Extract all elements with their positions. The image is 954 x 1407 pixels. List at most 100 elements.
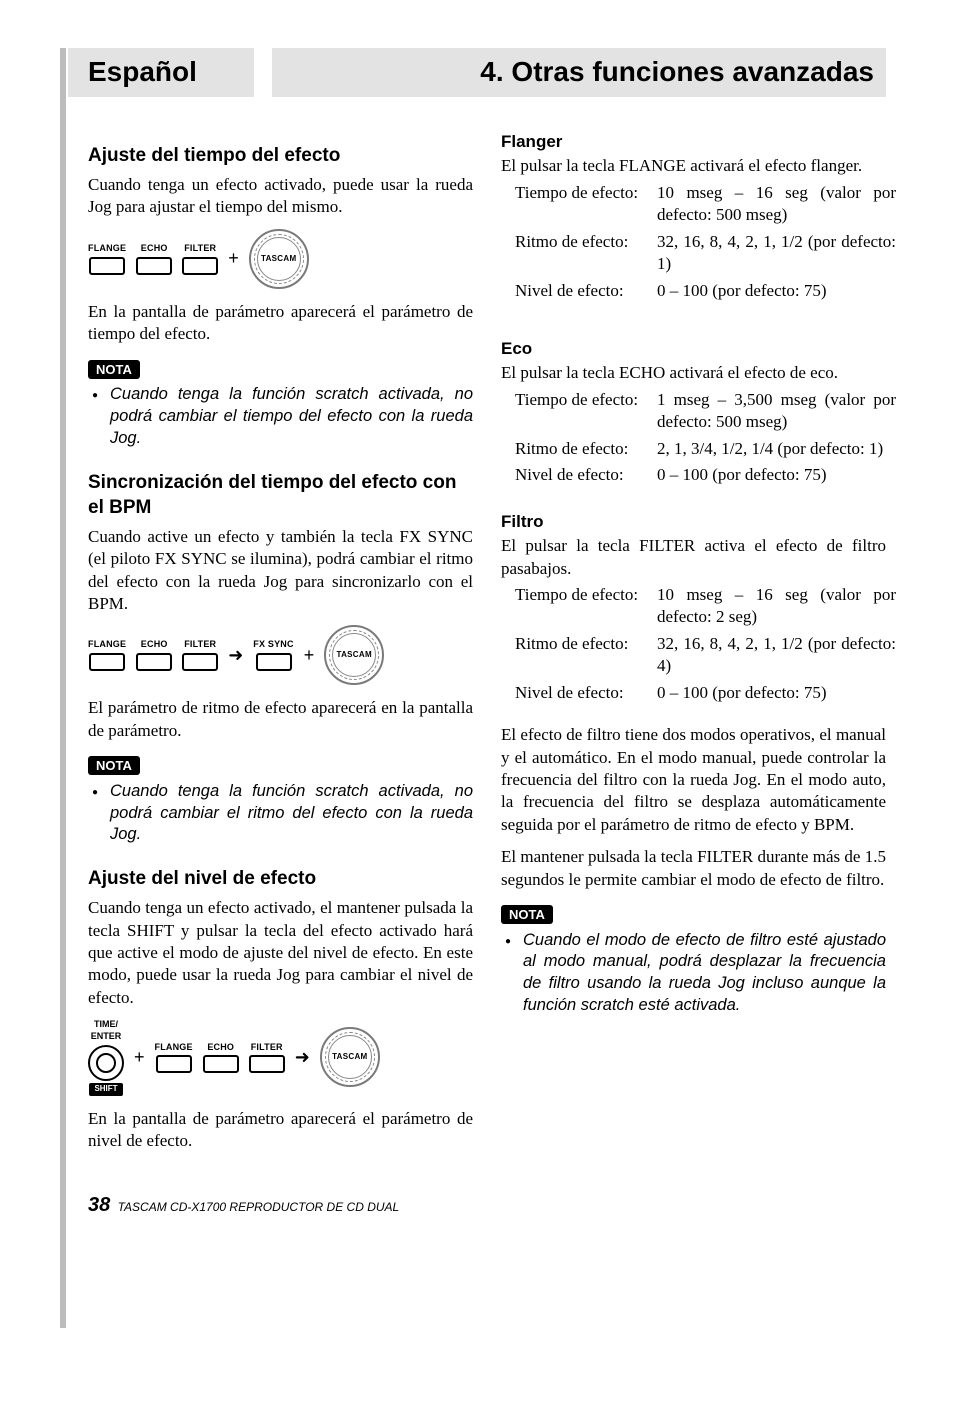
time-label-2: ENTER xyxy=(91,1031,122,1043)
sec2-para2: El parámetro de ritmo de efecto aparecer… xyxy=(88,697,473,742)
eco-table: Tiempo de efecto: 1 mseg – 3,500 mseg (v… xyxy=(513,387,898,491)
echo-label: ECHO xyxy=(207,1042,234,1054)
kv-key: Ritmo de efecto: xyxy=(515,633,655,680)
table-row: Tiempo de efecto: 1 mseg – 3,500 mseg (v… xyxy=(515,389,896,436)
echo-button: ECHO xyxy=(136,243,172,275)
button-icon xyxy=(136,257,172,275)
left-margin-bar xyxy=(60,48,66,1328)
kv-value: 1 mseg – 3,500 mseg (valor por defecto: … xyxy=(657,389,896,436)
kv-value: 0 – 100 (por defecto: 75) xyxy=(657,280,896,304)
flanger-para: El pulsar la tecla FLANGE activará el ef… xyxy=(501,155,886,177)
table-row: Tiempo de efecto: 10 mseg – 16 seg (valo… xyxy=(515,182,896,229)
flange-label: FLANGE xyxy=(88,639,126,651)
button-icon xyxy=(249,1055,285,1073)
page-header: Español 4. Otras funciones avanzadas xyxy=(88,48,886,97)
sec1-note-list: Cuando tenga la función scratch activada… xyxy=(88,384,473,449)
filtro-para3: El mantener pulsada la tecla FILTER dura… xyxy=(501,846,886,891)
jog-ticks xyxy=(329,630,379,680)
filter-label: FILTER xyxy=(251,1042,283,1054)
table-row: Tiempo de efecto: 10 mseg – 16 seg (valo… xyxy=(515,584,896,631)
table-row: Ritmo de efecto: 32, 16, 8, 4, 2, 1, 1/2… xyxy=(515,231,896,278)
sec1-title: Ajuste del tiempo del efecto xyxy=(88,143,473,168)
kv-value: 32, 16, 8, 4, 2, 1, 1/2 (por defecto: 4) xyxy=(657,633,896,680)
sec3-para1: Cuando tenga un efecto activado, el mant… xyxy=(88,897,473,1009)
flange-button: FLANGE xyxy=(88,243,126,275)
filtro-note1: Cuando el modo de efecto de filtro esté … xyxy=(523,930,886,1017)
header-section-title: 4. Otras funciones avanzadas xyxy=(272,48,886,97)
filtro-table: Tiempo de efecto: 10 mseg – 16 seg (valo… xyxy=(513,582,898,708)
nota-badge: NOTA xyxy=(88,360,140,379)
kv-key: Nivel de efecto: xyxy=(515,682,655,706)
kv-value: 0 – 100 (por defecto: 75) xyxy=(657,682,896,706)
kv-key: Tiempo de efecto: xyxy=(515,584,655,631)
flange-button: FLANGE xyxy=(88,639,126,671)
filtro-title: Filtro xyxy=(501,511,886,533)
knob-outer-icon xyxy=(88,1045,124,1081)
button-icon xyxy=(203,1055,239,1073)
kv-value: 10 mseg – 16 seg (valor por defecto: 500… xyxy=(657,182,896,229)
left-column: Ajuste del tiempo del efecto Cuando teng… xyxy=(88,123,473,1153)
flanger-title: Flanger xyxy=(501,131,886,153)
kv-key: Tiempo de efecto: xyxy=(515,389,655,436)
jog-wheel-icon: TASCAM xyxy=(324,625,384,685)
button-icon xyxy=(256,653,292,671)
arrow-icon: ➜ xyxy=(228,644,243,668)
jog-ticks xyxy=(254,234,304,284)
right-column: Flanger El pulsar la tecla FLANGE activa… xyxy=(501,123,886,1153)
content-columns: Ajuste del tiempo del efecto Cuando teng… xyxy=(88,123,886,1153)
sec3-title: Ajuste del nivel de efecto xyxy=(88,866,473,891)
table-row: Nivel de efecto: 0 – 100 (por defecto: 7… xyxy=(515,464,896,488)
time-enter-control: TIME/ ENTER SHIFT xyxy=(88,1019,124,1095)
filtro-note-list: Cuando el modo de efecto de filtro esté … xyxy=(501,930,886,1017)
filter-button: FILTER xyxy=(249,1042,285,1074)
fxsync-label: FX SYNC xyxy=(253,639,293,651)
jog-wheel-icon: TASCAM xyxy=(320,1027,380,1087)
flange-button: FLANGE xyxy=(155,1042,193,1074)
button-icon xyxy=(89,257,125,275)
footer-text: TASCAM CD-X1700 REPRODUCTOR DE CD DUAL xyxy=(118,1200,400,1214)
kv-key: Ritmo de efecto: xyxy=(515,438,655,462)
plus-icon: + xyxy=(304,644,315,668)
jog-ticks xyxy=(325,1032,375,1082)
flange-label: FLANGE xyxy=(155,1042,193,1054)
page-number: 38 xyxy=(88,1194,110,1216)
button-icon xyxy=(136,653,172,671)
plus-icon: + xyxy=(228,247,239,271)
page-footer: 38 TASCAM CD-X1700 REPRODUCTOR DE CD DUA… xyxy=(88,1192,886,1218)
sec2-button-row: FLANGE ECHO FILTER ➜ FX SYNC + TASCAM xyxy=(88,625,473,685)
nota-badge: NOTA xyxy=(88,756,140,775)
kv-value: 32, 16, 8, 4, 2, 1, 1/2 (por defecto: 1) xyxy=(657,231,896,278)
sec2-note1: Cuando tenga la función scratch activada… xyxy=(110,781,473,846)
table-row: Nivel de efecto: 0 – 100 (por defecto: 7… xyxy=(515,280,896,304)
echo-button: ECHO xyxy=(203,1042,239,1074)
filter-label: FILTER xyxy=(184,243,216,255)
kv-key: Nivel de efecto: xyxy=(515,280,655,304)
nota-badge: NOTA xyxy=(501,905,553,924)
flange-label: FLANGE xyxy=(88,243,126,255)
sec2-para1: Cuando active un efecto y también la tec… xyxy=(88,526,473,616)
sec3-button-row: TIME/ ENTER SHIFT + FLANGE ECHO FILTER ➜ xyxy=(88,1019,473,1095)
sec3-para2: En la pantalla de parámetro aparecerá el… xyxy=(88,1108,473,1153)
sec1-note1: Cuando tenga la función scratch activada… xyxy=(110,384,473,449)
sec1-button-row: FLANGE ECHO FILTER + TASCAM xyxy=(88,229,473,289)
time-label-1: TIME/ xyxy=(94,1019,118,1031)
filtro-para: El pulsar la tecla FILTER activa el efec… xyxy=(501,535,886,580)
table-row: Ritmo de efecto: 2, 1, 3/4, 1/2, 1/4 (po… xyxy=(515,438,896,462)
filtro-para2: El efecto de filtro tiene dos modos oper… xyxy=(501,724,886,836)
filter-button: FILTER xyxy=(182,639,218,671)
sec1-para2: En la pantalla de parámetro aparecerá el… xyxy=(88,301,473,346)
kv-key: Nivel de efecto: xyxy=(515,464,655,488)
jog-wheel-icon: TASCAM xyxy=(249,229,309,289)
knob-inner-icon xyxy=(96,1053,116,1073)
sec1-para1: Cuando tenga un efecto activado, puede u… xyxy=(88,174,473,219)
shift-badge: SHIFT xyxy=(89,1083,122,1096)
header-language: Español xyxy=(68,48,254,97)
filter-label: FILTER xyxy=(184,639,216,651)
eco-title: Eco xyxy=(501,338,886,360)
flanger-table: Tiempo de efecto: 10 mseg – 16 seg (valo… xyxy=(513,180,898,306)
filter-button: FILTER xyxy=(182,243,218,275)
echo-button: ECHO xyxy=(136,639,172,671)
arrow-icon: ➜ xyxy=(295,1046,310,1070)
kv-value: 0 – 100 (por defecto: 75) xyxy=(657,464,896,488)
button-icon xyxy=(89,653,125,671)
